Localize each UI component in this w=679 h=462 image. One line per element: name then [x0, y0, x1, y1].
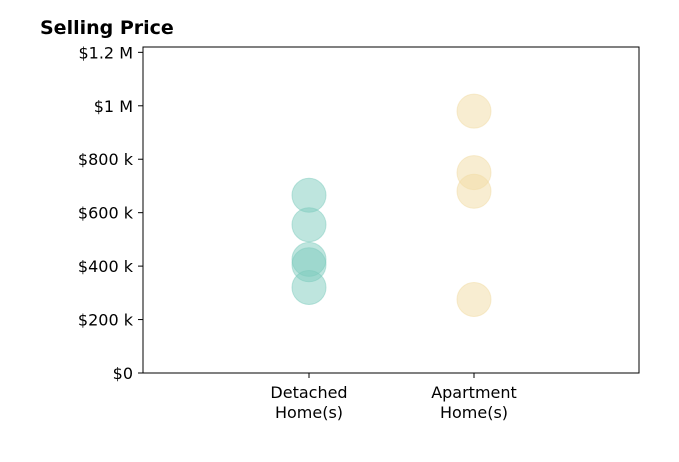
points-layer [291, 93, 492, 317]
y-tick-label-6: $1.2 M [78, 43, 133, 62]
y-tick-label-0: $0 [113, 364, 133, 383]
y-tick-label-4: $800 k [78, 150, 134, 169]
y-tick-label-5: $1 M [94, 97, 133, 116]
data-point-1-3 [456, 282, 492, 317]
y-axis: $0 $200 k $400 k $600 k $800 k $1 M $1.2 M [78, 43, 143, 383]
x-tick-label-0-line-0: Detached [270, 383, 347, 402]
data-point-1-2 [456, 173, 492, 209]
y-tick-label-2: $400 k [78, 257, 134, 276]
x-tick-label-0-line-1: Home(s) [275, 403, 343, 422]
y-tick-label-3: $600 k [78, 204, 134, 223]
data-point-1-0 [456, 93, 492, 129]
data-point-0-4 [291, 270, 327, 305]
x-tick-label-1-line-0: Apartment [431, 383, 517, 402]
data-point-0-1 [291, 207, 327, 243]
plot-frame [142, 46, 640, 374]
x-tick-label-1-line-1: Home(s) [440, 403, 508, 422]
chart-title: Selling Price [40, 17, 174, 39]
y-tick-label-1: $200 k [78, 311, 134, 330]
